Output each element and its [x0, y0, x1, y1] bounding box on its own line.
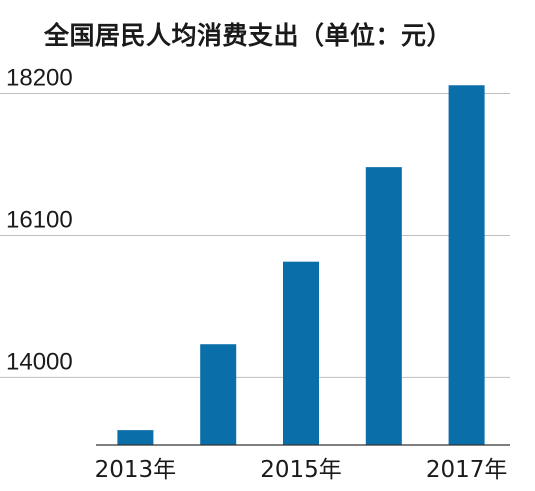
chart-title: 全国居民人均消费支出（单位：元）: [44, 21, 453, 50]
label-layer: 14000 16100 18200 2013年 2015年 2017年: [6, 65, 507, 483]
y-tick-label: 18200: [6, 65, 73, 92]
bar: [200, 344, 237, 445]
grid-layer: [0, 93, 510, 378]
bar: [448, 85, 485, 446]
bar: [365, 167, 402, 446]
x-tick-label: 2017年: [426, 457, 508, 483]
y-tick-label: 14000: [6, 348, 73, 375]
y-tick-label: 16100: [6, 206, 73, 233]
x-tick-label: 2015年: [260, 457, 342, 483]
bar: [117, 430, 154, 445]
bar: [283, 261, 319, 445]
x-tick-label: 2013年: [95, 457, 177, 483]
bar-layer: [117, 85, 485, 446]
